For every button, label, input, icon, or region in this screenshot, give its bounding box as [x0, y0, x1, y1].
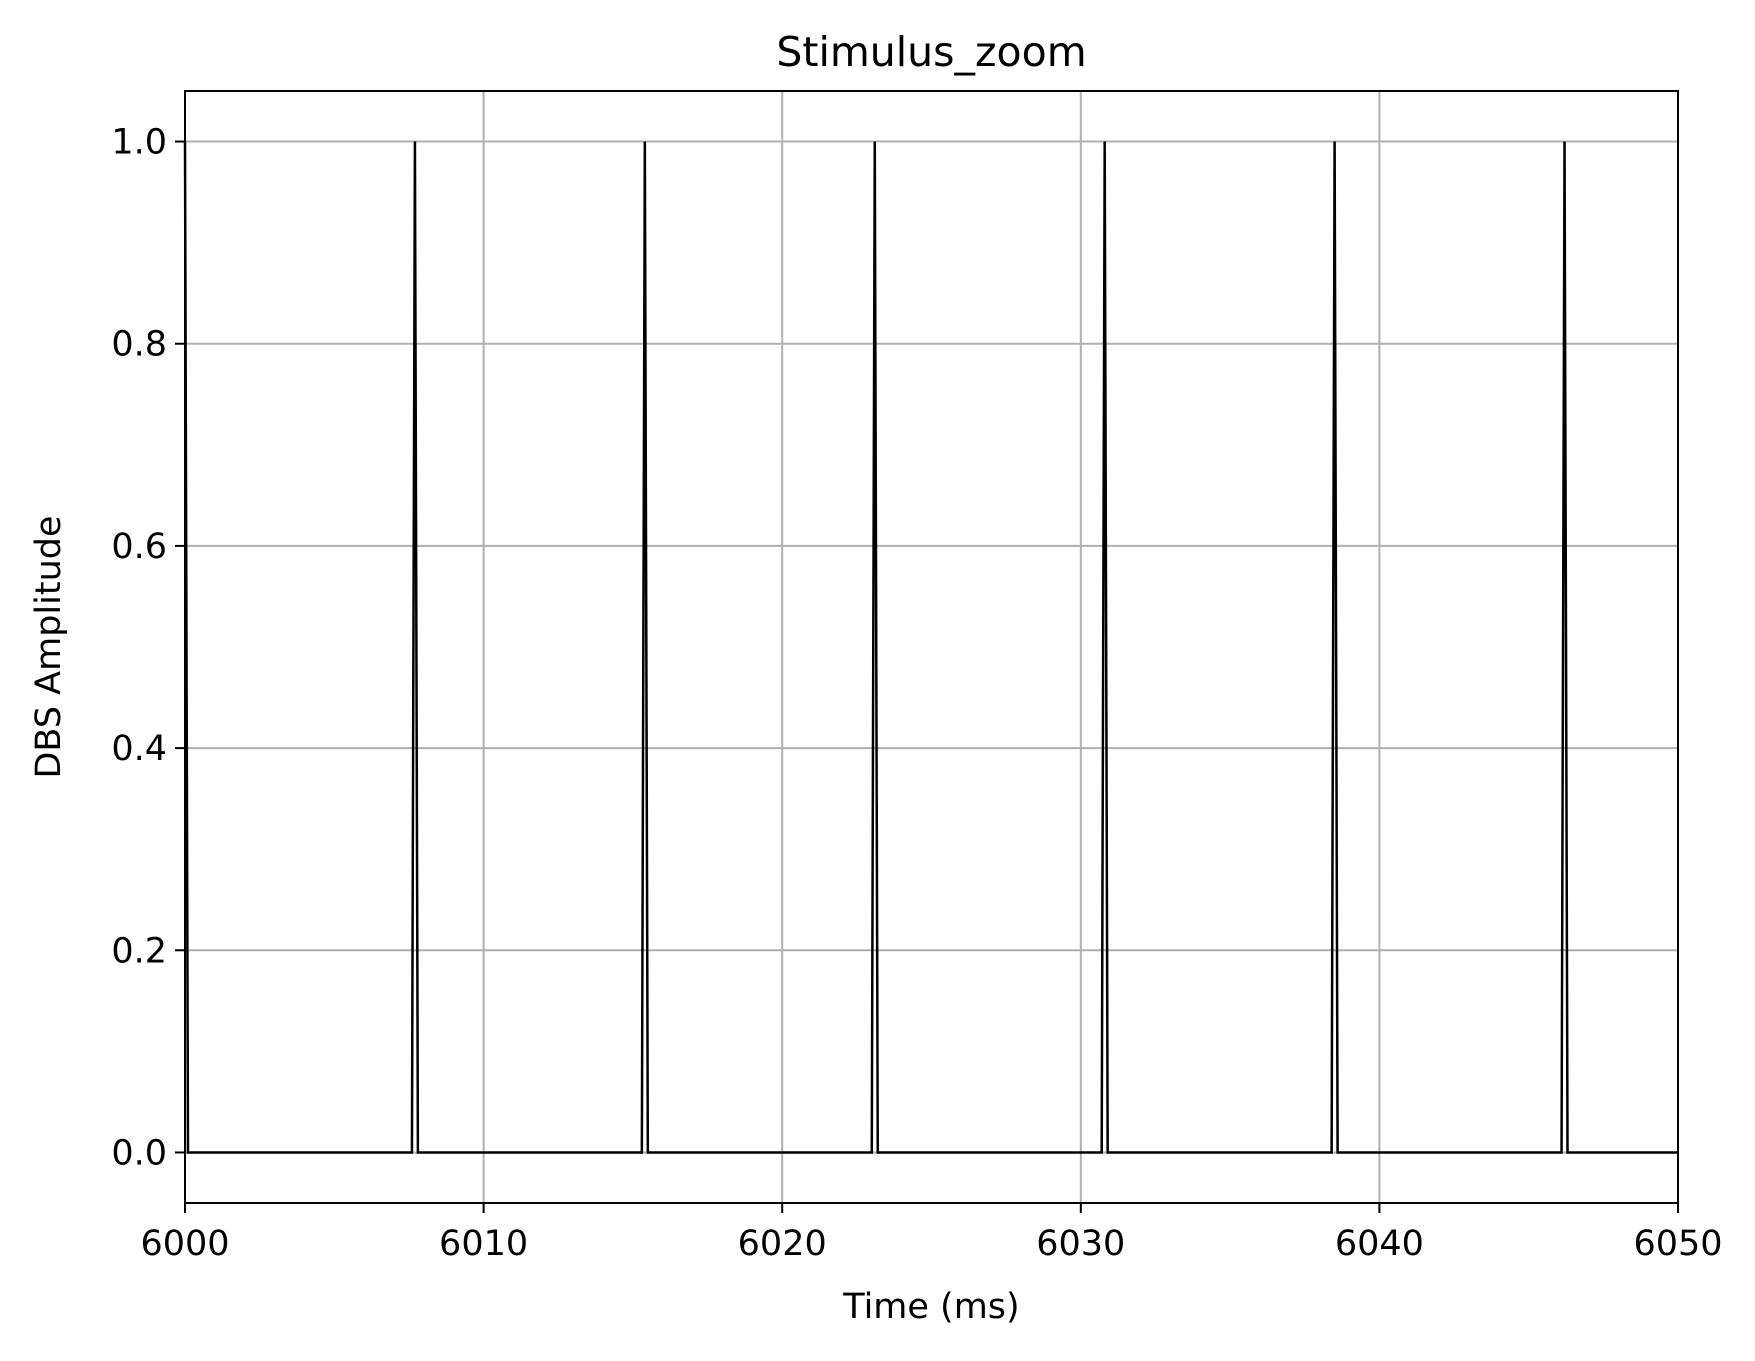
y-axis-label: DBS Amplitude	[29, 515, 69, 778]
x-tick-label: 6000	[140, 1224, 229, 1264]
x-tick-label: 6020	[738, 1224, 827, 1264]
series-line	[183, 141, 1678, 1154]
y-tick-label: 0.2	[111, 931, 167, 971]
x-tick-label: 6030	[1036, 1224, 1125, 1264]
y-tick-label: 0.8	[111, 325, 167, 365]
y-tick-label: 1.0	[111, 123, 167, 163]
grid-lines	[184, 91, 1679, 1203]
y-axis-ticks: 0.0 0.2 0.4 0.6 0.8 1.0	[111, 123, 185, 1173]
plot-frame	[184, 90, 1679, 1204]
x-axis-label: Time (ms)	[842, 1287, 1019, 1327]
chart-title: Stimulus_zoom	[776, 28, 1086, 76]
x-tick-label: 6040	[1335, 1224, 1424, 1264]
y-tick-label: 0.4	[111, 729, 167, 769]
x-tick-label: 6050	[1633, 1224, 1722, 1264]
y-tick-label: 0.6	[111, 527, 167, 567]
x-axis-ticks: 6000 6010 6020 6030 6040 6050	[140, 1203, 1723, 1264]
x-tick-label: 6010	[439, 1224, 528, 1264]
plot-series	[183, 141, 1678, 1154]
y-tick-label: 0.0	[111, 1133, 167, 1173]
